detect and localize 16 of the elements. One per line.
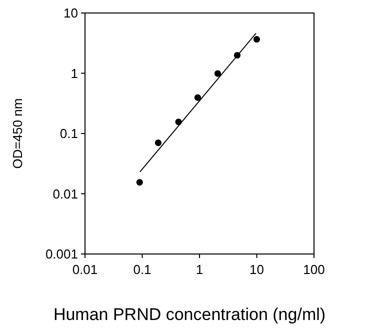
point (154, 140, 162, 146)
point (214, 70, 222, 77)
y-tick-label: 0.01 (52, 186, 78, 202)
y-axis-title: OD=450 nm (10, 98, 25, 169)
y-tick-label: 0.1 (60, 126, 78, 142)
x-tick-label: 10 (250, 262, 264, 277)
x-tick-label: 0.1 (133, 262, 152, 277)
y-tick-label: 0.001 (45, 246, 78, 262)
x-tick-label: 100 (303, 262, 325, 277)
point (194, 94, 201, 101)
point (253, 36, 260, 43)
point (136, 178, 143, 186)
y-tick-label: 10 (64, 6, 78, 21)
y-tick-label: 1 (70, 66, 78, 81)
x-tick-label: 1 (196, 262, 204, 277)
x-axis-title: Human PRND concentration (ng/ml) (53, 305, 326, 324)
